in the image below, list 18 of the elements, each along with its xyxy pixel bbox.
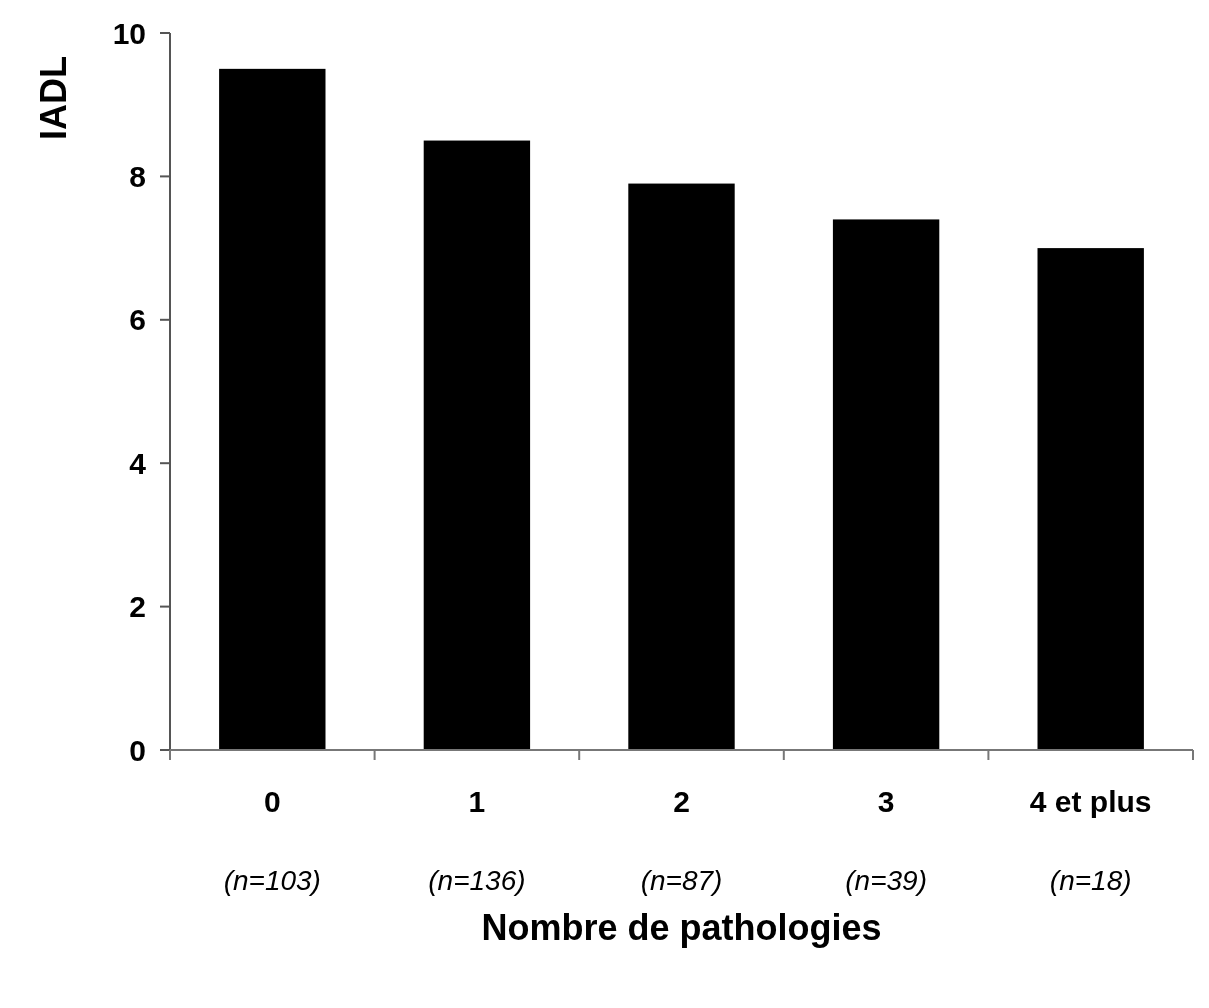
y-axis-title: IADL [33, 56, 74, 140]
category-label: 0 (n=103) [223, 785, 321, 896]
category-label: 2 (n=87) [640, 785, 723, 896]
y-tick-label: 4 [129, 446, 147, 480]
y-tick-label: 8 [129, 159, 146, 193]
bar [1037, 248, 1144, 750]
bar [423, 140, 531, 750]
bar [832, 219, 940, 750]
bar [219, 68, 326, 750]
y-tick-label: 6 [129, 303, 146, 337]
category-label: 1 (n=136) [428, 785, 526, 896]
bar [628, 183, 735, 750]
x-axis-title: Nombre de pathologies [481, 907, 882, 948]
category-label: 4 et plus (n=18) [1029, 785, 1152, 896]
category-label: 3 (n=39) [845, 785, 927, 896]
y-tick-label: 2 [129, 590, 146, 624]
y-tick-label: 10 [112, 16, 146, 50]
y-tick-label: 0 [129, 733, 146, 767]
